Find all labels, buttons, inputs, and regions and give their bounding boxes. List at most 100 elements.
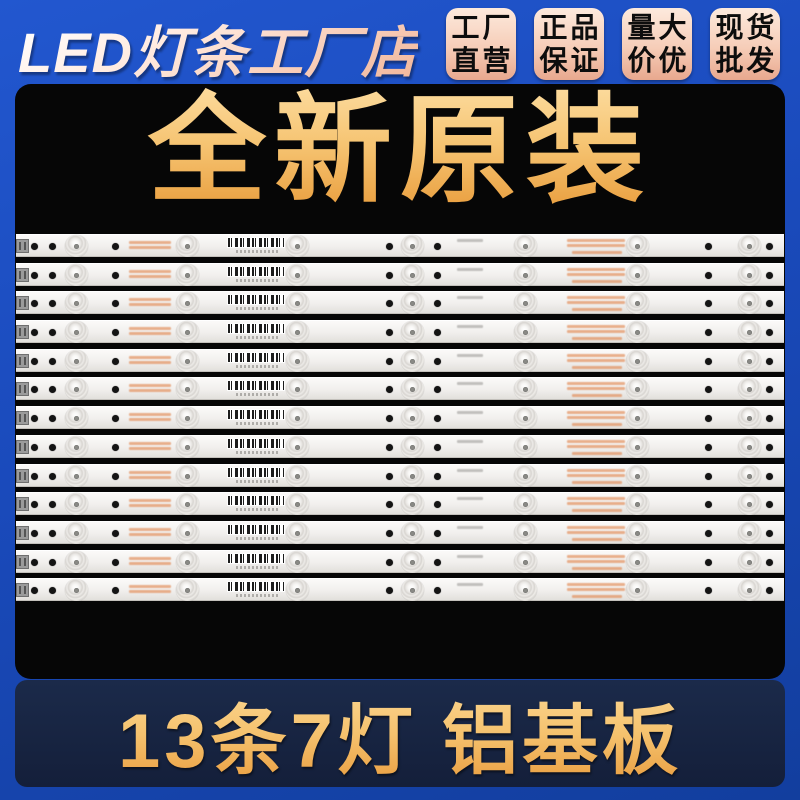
mounting-hole: [705, 501, 712, 509]
led-lens-icon: [626, 378, 649, 401]
main-panel: 全新原装: [15, 84, 785, 679]
led-lens-icon: [176, 464, 199, 487]
barcode-icon: [228, 381, 284, 391]
strip-connector-icon: [16, 325, 29, 340]
mounting-hole: [49, 587, 56, 595]
badge-1: 正品 保证: [534, 8, 604, 80]
barcode-icon: [228, 352, 284, 362]
printed-marking: [567, 554, 625, 565]
header-band: LED灯条工厂店 工厂 直营 正品 保证 量大 价优 现货 批发: [0, 0, 800, 84]
mounting-hole: [386, 443, 393, 451]
hero-title: 全新原装: [15, 86, 785, 216]
led-lens-icon: [286, 579, 309, 602]
mounting-hole: [434, 300, 441, 308]
printed-marking: [567, 439, 625, 450]
mounting-hole: [766, 501, 773, 509]
led-lens-icon: [176, 550, 199, 573]
strip-connector-icon: [16, 525, 29, 540]
led-lens-icon: [626, 493, 649, 516]
mounting-hole: [434, 501, 441, 509]
led-lens-icon: [401, 407, 424, 430]
led-lens-icon: [401, 235, 424, 257]
strip-connector-icon: [16, 468, 29, 483]
led-lens-icon: [176, 235, 199, 257]
led-lens-icon: [738, 579, 761, 602]
mounting-hole: [386, 243, 393, 250]
mounting-hole: [31, 243, 38, 250]
printed-marking: [572, 394, 622, 399]
led-lens-icon: [65, 579, 88, 602]
strip-connector-icon: [16, 239, 29, 253]
mounting-hole: [31, 501, 38, 509]
mounting-hole: [766, 329, 773, 337]
badge-0: 工厂 直营: [446, 8, 516, 80]
mounting-hole: [434, 329, 441, 337]
mounting-hole: [766, 529, 773, 537]
led-lens-icon: [401, 493, 424, 516]
led-strip: [16, 492, 784, 516]
mounting-hole: [49, 386, 56, 394]
led-lens-icon: [514, 407, 537, 430]
led-lens-icon: [401, 292, 424, 315]
printed-marking: [567, 382, 625, 392]
led-lens-icon: [65, 263, 88, 286]
led-lens-icon: [286, 464, 309, 487]
barcode-icon: [228, 582, 284, 592]
badge-2: 量大 价优: [622, 8, 692, 80]
mounting-hole: [31, 587, 38, 595]
strip-connector-icon: [16, 296, 29, 311]
led-lens-icon: [626, 235, 649, 257]
led-lens-icon: [514, 579, 537, 602]
mounting-hole: [705, 243, 712, 250]
mounting-hole: [434, 558, 441, 566]
led-lens-icon: [626, 407, 649, 430]
mounting-hole: [49, 243, 56, 250]
strip-connector-icon: [16, 439, 29, 454]
printed-marking: [457, 468, 483, 474]
mounting-hole: [386, 501, 393, 509]
led-lens-icon: [514, 235, 537, 257]
led-lens-icon: [626, 464, 649, 487]
led-lens-icon: [401, 349, 424, 372]
mounting-hole: [112, 243, 119, 250]
printed-marking: [457, 439, 483, 445]
barcode-caption: [236, 307, 278, 311]
led-lens-icon: [65, 407, 88, 430]
led-lens-icon: [514, 321, 537, 344]
barcode-caption: [236, 364, 278, 368]
led-lens-icon: [65, 321, 88, 344]
led-strip: [16, 549, 784, 573]
mounting-hole: [766, 587, 773, 595]
led-strip: [16, 520, 784, 544]
led-lens-icon: [286, 292, 309, 315]
mounting-hole: [766, 243, 773, 250]
led-lens-icon: [65, 235, 88, 257]
led-lens-icon: [286, 378, 309, 401]
mounting-hole: [31, 529, 38, 537]
strip-connector-icon: [16, 267, 29, 282]
led-lens-icon: [286, 521, 309, 544]
led-lens-icon: [286, 263, 309, 286]
barcode-caption: [236, 594, 278, 598]
printed-marking: [457, 296, 483, 301]
barcode-icon: [228, 524, 284, 534]
led-lens-icon: [176, 435, 199, 458]
led-lens-icon: [738, 321, 761, 344]
led-lens-icon: [626, 579, 649, 602]
badge-3: 现货 批发: [710, 8, 780, 80]
printed-marking: [567, 239, 625, 249]
printed-marking: [567, 468, 625, 479]
mounting-hole: [31, 443, 38, 451]
mounting-hole: [705, 587, 712, 595]
mounting-hole: [705, 415, 712, 423]
mounting-hole: [112, 386, 119, 394]
led-lens-icon: [286, 407, 309, 430]
led-strip: [16, 578, 784, 602]
printed-marking: [567, 583, 625, 593]
mounting-hole: [386, 472, 393, 480]
mounting-hole: [766, 472, 773, 480]
printed-marking: [572, 251, 622, 256]
mounting-hole: [31, 300, 38, 308]
printed-marking: [129, 327, 171, 337]
led-lens-icon: [738, 292, 761, 315]
